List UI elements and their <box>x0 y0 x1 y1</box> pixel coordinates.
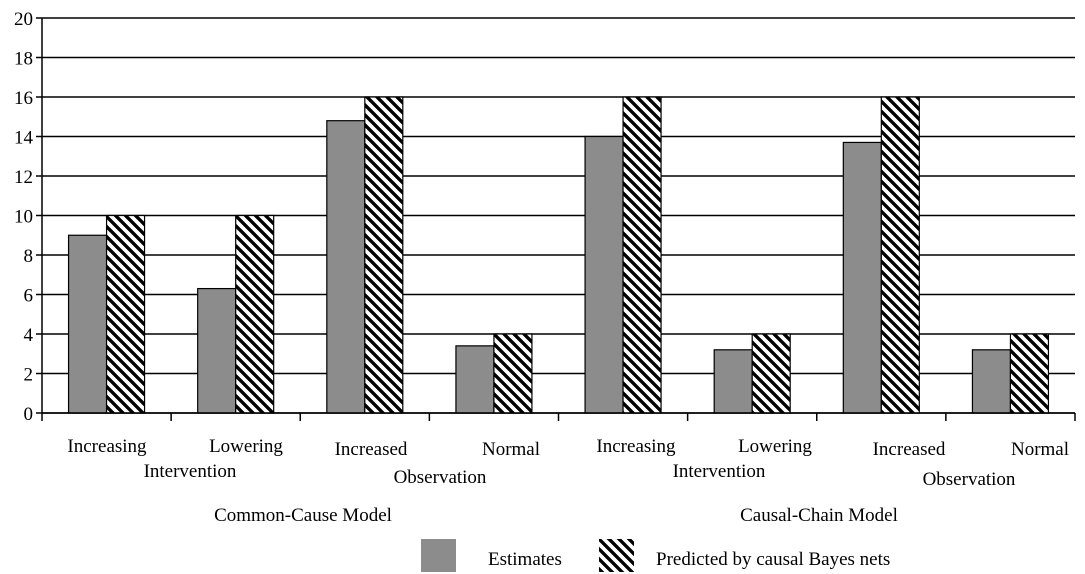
category-label-line2: Observation <box>394 467 487 488</box>
bar-predicted-3 <box>364 96 404 414</box>
bar-estimates-3 <box>326 120 366 414</box>
category-label-line2: Intervention <box>144 461 237 482</box>
category-label-line1: Normal <box>1011 439 1069 460</box>
legend-swatch-predicted <box>599 539 634 572</box>
bar-predicted-2 <box>235 214 275 414</box>
category-label-line1: Increasing <box>596 436 676 457</box>
category-label-line2: Observation <box>923 469 1016 490</box>
category-label-line1: Lowering <box>738 436 812 457</box>
y-tick-label: 4 <box>24 325 34 346</box>
bar-predicted-4 <box>493 333 533 414</box>
bar-estimates-5 <box>584 135 624 414</box>
category-label-line1: Lowering <box>209 436 283 457</box>
bar-estimates-6 <box>713 349 753 414</box>
legend: Estimates Predicted by causal Bayes nets <box>421 539 890 572</box>
bar-predicted-8 <box>1009 333 1050 414</box>
y-tick-label: 14 <box>14 128 34 149</box>
y-tick-label: 6 <box>24 286 34 307</box>
legend-label-predicted: Predicted by causal Bayes nets <box>656 549 890 570</box>
category-label-line1: Normal <box>482 439 540 460</box>
y-tick-labels: 0 2 4 6 8 10 12 14 16 18 20 <box>14 9 34 425</box>
bar-estimates-7 <box>842 141 882 414</box>
bar-predicted-5 <box>622 96 662 414</box>
group-labels: Common-Cause Model Causal-Chain Model <box>214 505 898 526</box>
y-tick-label: 12 <box>14 167 33 188</box>
y-tick-label: 2 <box>24 365 34 386</box>
bar-estimates-2 <box>197 287 237 414</box>
bar-estimates-1 <box>67 234 108 414</box>
y-tick-label: 10 <box>14 207 33 228</box>
axes <box>41 18 1076 421</box>
category-label-line1: Increasing <box>67 436 147 457</box>
bar-estimates-8 <box>971 349 1012 414</box>
bar-predicted-7 <box>880 96 920 414</box>
group-label: Causal-Chain Model <box>740 505 898 526</box>
bars <box>67 96 1050 414</box>
legend-swatch-estimates <box>421 539 456 572</box>
bar-estimates-4 <box>455 345 495 414</box>
bar-predicted-6 <box>751 333 791 414</box>
legend-label-estimates: Estimates <box>488 549 562 570</box>
y-tick-label: 18 <box>14 49 33 70</box>
y-tick-label: 8 <box>24 246 34 267</box>
category-label-line1: Increased <box>873 439 946 460</box>
y-tick-label: 16 <box>14 88 33 109</box>
category-label-line1: Increased <box>335 439 408 460</box>
group-label: Common-Cause Model <box>214 505 392 526</box>
y-tick-label: 20 <box>14 9 33 30</box>
category-label-line2: Intervention <box>673 461 766 482</box>
y-tick-label: 0 <box>24 404 34 425</box>
x-category-labels: Increasing Intervention Lowering Increased O… <box>67 436 1069 490</box>
bar-predicted-1 <box>105 214 146 414</box>
